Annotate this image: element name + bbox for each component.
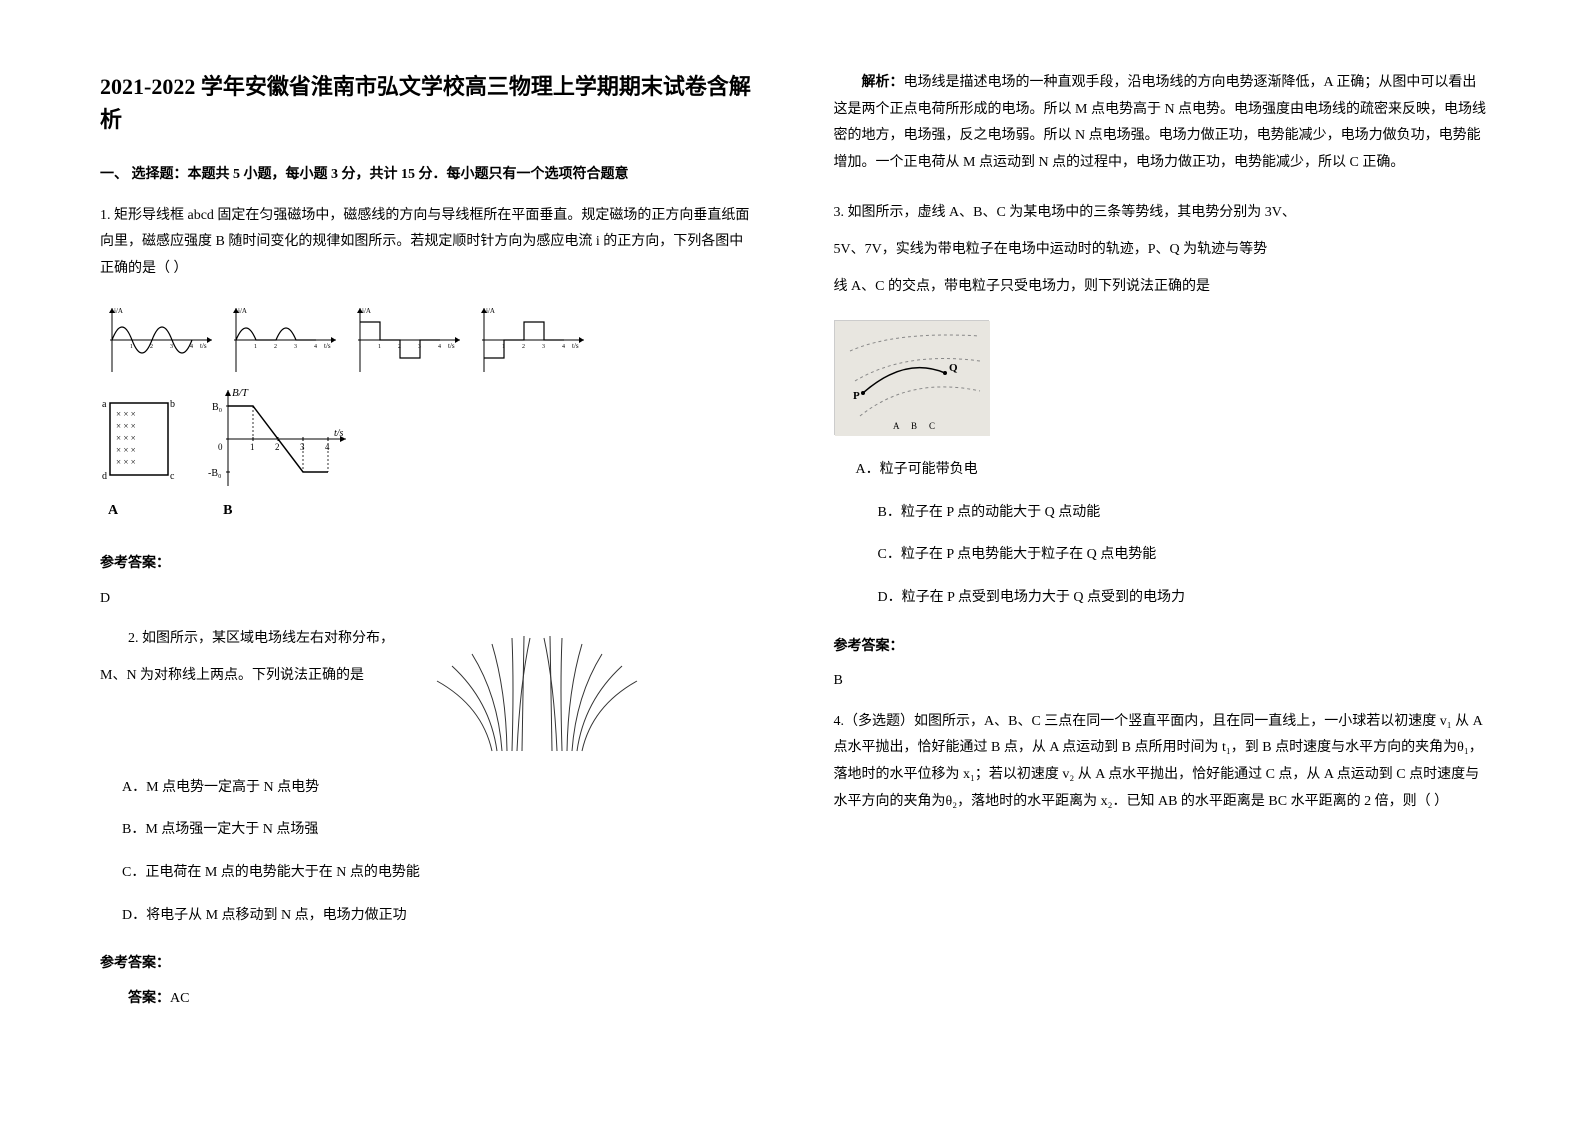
svg-text:B: B	[911, 421, 917, 431]
q4-text: 4.（多选题）如图所示，A、B、C 三点在同一个竖直平面内，且在同一直线上，一小…	[834, 709, 1488, 815]
q2-intro: 2. 如图所示，某区域电场线左右对称分布， M、N 为对称线上两点。下列说法正确…	[100, 626, 400, 699]
svg-text:i/A: i/A	[114, 307, 123, 315]
q2-optC: C．正电荷在 M 点的电势能大于在 N 点的电势能	[122, 860, 754, 887]
svg-text:× × ×: × × ×	[116, 433, 136, 443]
svg-text:1: 1	[502, 344, 505, 350]
exam-title: 2021-2022 学年安徽省淮南市弘文学校高三物理上学期期末试卷含解析	[100, 70, 754, 136]
q1-graph-a: i/A t/s 1 2 3 4	[100, 304, 218, 376]
q2-optB: B．M 点场强一定大于 N 点场强	[122, 817, 754, 844]
q1-loop-figure: a b c d × × × × × × × × × × × × × × ×	[100, 395, 178, 483]
svg-text:t/s: t/s	[448, 342, 455, 350]
svg-text:4: 4	[314, 344, 317, 350]
q2-line2: M、N 为对称线上两点。下列说法正确的是	[100, 663, 400, 690]
q1-label-A: A	[108, 498, 118, 525]
q3-answer-label: 参考答案：	[834, 634, 1488, 661]
svg-text:Q: Q	[949, 362, 958, 374]
left-column: 2021-2022 学年安徽省淮南市弘文学校高三物理上学期期末试卷含解析 一、 …	[100, 70, 754, 1082]
page-container: 2021-2022 学年安徽省淮南市弘文学校高三物理上学期期末试卷含解析 一、 …	[100, 70, 1487, 1082]
bt-negb0: -B₀	[208, 468, 222, 479]
q2-answer: AC	[170, 991, 189, 1006]
q2-optA: A．M 点电势一定高于 N 点电势	[122, 775, 754, 802]
q1-answer: D	[100, 586, 754, 613]
q2-block: 2. 如图所示，某区域电场线左右对称分布， M、N 为对称线上两点。下列说法正确…	[100, 626, 754, 767]
svg-text:2: 2	[274, 344, 277, 350]
q3-l2: 5V、7V，实线为带电粒子在电场中运动时的轨迹，P、Q 为轨迹与等势	[834, 237, 1488, 264]
svg-text:4: 4	[190, 344, 193, 350]
svg-text:3: 3	[542, 344, 545, 350]
svg-text:1: 1	[250, 442, 255, 452]
q3-answer: B	[834, 668, 1488, 695]
svg-text:3: 3	[170, 344, 173, 350]
q1-graph-b: i/A t/s 1 2 3 4	[224, 304, 342, 376]
svg-text:3: 3	[418, 344, 421, 350]
svg-text:2: 2	[522, 344, 525, 350]
svg-text:× × ×: × × ×	[116, 445, 136, 455]
q1-text: 1. 矩形导线框 abcd 固定在匀强磁场中，磁感线的方向与导线框所在平面垂直。…	[100, 203, 754, 283]
svg-text:0: 0	[218, 442, 223, 452]
svg-text:C: C	[929, 421, 935, 431]
q3-optC: C．粒子在 P 点电势能大于粒子在 Q 点电势能	[878, 542, 1488, 569]
q3-optD: D．粒子在 P 点受到电场力大于 Q 点受到的电场力	[878, 585, 1488, 612]
q2-line1: 2. 如图所示，某区域电场线左右对称分布，	[100, 626, 400, 653]
svg-text:t/s: t/s	[572, 342, 579, 350]
svg-text:2: 2	[275, 442, 280, 452]
q2-answer-line: 答案：AC	[100, 986, 754, 1013]
svg-text:3: 3	[294, 344, 297, 350]
svg-text:4: 4	[438, 344, 441, 350]
right-column: 解析：电场线是描述电场的一种直观手段，沿电场线的方向电势逐渐降低，A 正确；从图…	[834, 70, 1488, 1082]
section-1-header: 一、 选择题：本题共 5 小题，每小题 3 分，共计 15 分．每小题只有一个选…	[100, 162, 754, 189]
svg-text:× × ×: × × ×	[116, 457, 136, 467]
svg-text:4: 4	[562, 344, 565, 350]
svg-text:t/s: t/s	[200, 342, 207, 350]
bt-ylabel: B/T	[232, 387, 249, 399]
q2-answer-prefix: 答案：	[128, 991, 170, 1006]
q3-l1: 3. 如图所示，虚线 A、B、C 为某电场中的三条等势线，其电势分别为 3V、	[834, 200, 1488, 227]
svg-text:i/A: i/A	[362, 307, 371, 315]
q1-bt-graph: B/T B₀ -B₀ 0 1 2 3 4 t/s	[208, 384, 353, 494]
q3-optB: B．粒子在 P 点的动能大于 Q 点动能	[878, 500, 1488, 527]
q3-optA: A．粒子可能带负电	[856, 457, 1488, 484]
q1-label-B: B	[223, 498, 232, 525]
svg-text:4: 4	[325, 442, 330, 452]
label-b: b	[170, 399, 175, 410]
svg-text:A: A	[893, 421, 900, 431]
q2-answer-label: 参考答案：	[100, 951, 754, 978]
svg-text:3: 3	[300, 442, 305, 452]
svg-text:× × ×: × × ×	[116, 409, 136, 419]
svg-text:1: 1	[254, 344, 257, 350]
svg-text:2: 2	[398, 344, 401, 350]
q2-explain-prefix: 解析：	[862, 75, 904, 90]
label-a: a	[102, 399, 107, 410]
q1-graph-d: i/A t/s 1 2 3 4	[472, 304, 590, 376]
svg-text:t/s: t/s	[324, 342, 331, 350]
q1-setup-row: a b c d × × × × × × × × × × × × × × ×	[100, 384, 754, 494]
svg-text:2: 2	[150, 344, 153, 350]
q1-graphs-row: i/A t/s 1 2 3 4	[100, 304, 754, 525]
q3-figure: P Q A B C	[834, 320, 989, 435]
q2-field-lines-figure	[422, 626, 754, 767]
svg-text:i/A: i/A	[238, 307, 247, 315]
bt-b0: B₀	[212, 402, 223, 413]
svg-text:× × ×: × × ×	[116, 421, 136, 431]
q1-graph-c: i/A t/s 1 2 3 4	[348, 304, 466, 376]
q2-explain-text: 电场线是描述电场的一种直观手段，沿电场线的方向电势逐渐降低，A 正确；从图中可以…	[834, 75, 1487, 170]
q3-l3: 线 A、C 的交点，带电粒子只受电场力，则下列说法正确的是	[834, 274, 1488, 301]
svg-text:P: P	[853, 390, 860, 402]
q2-optD: D．将电子从 M 点移动到 N 点，电场力做正功	[122, 903, 754, 930]
label-c: c	[170, 471, 175, 482]
q1-ab-labels: A B	[108, 498, 754, 525]
svg-text:i/A: i/A	[486, 307, 495, 315]
svg-text:1: 1	[130, 344, 133, 350]
q2-explanation: 解析：电场线是描述电场的一种直观手段，沿电场线的方向电势逐渐降低，A 正确；从图…	[834, 70, 1488, 176]
q1-answer-label: 参考答案：	[100, 551, 754, 578]
label-d: d	[102, 471, 107, 482]
svg-text:1: 1	[378, 344, 381, 350]
bt-xlabel: t/s	[334, 428, 344, 439]
